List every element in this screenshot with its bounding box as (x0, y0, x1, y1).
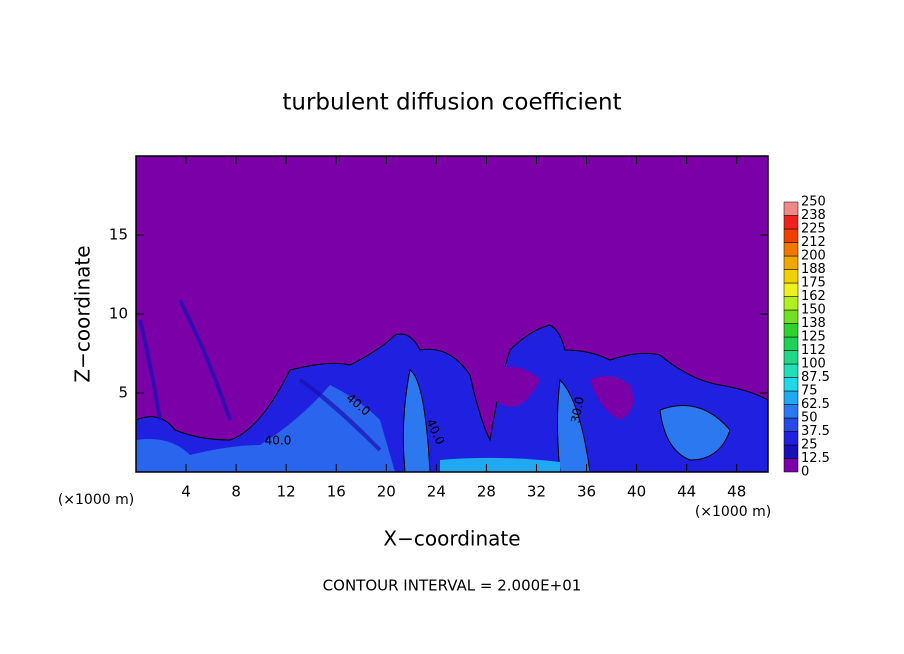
contour-label: 30.0 (568, 396, 586, 425)
colorbar-label: 188 (801, 262, 826, 277)
x-tick-label: 16 (327, 483, 346, 501)
colorbar-segment (783, 296, 799, 311)
x-tick-label: 44 (677, 483, 696, 501)
colorbar-label: 175 (801, 276, 826, 291)
colorbar-segment (783, 350, 799, 365)
x-tick-label: 24 (427, 483, 446, 501)
colorbar-segment (783, 282, 799, 297)
x-tick-label: 36 (577, 483, 596, 501)
colorbar-segment (783, 417, 799, 432)
colorbar-segment (783, 390, 799, 405)
x-axis-label: X−coordinate (383, 527, 520, 551)
colorbar-label: 100 (801, 357, 826, 372)
colorbar-label: 250 (801, 195, 826, 210)
colorbar-segment (783, 228, 799, 243)
colorbar-segment (783, 336, 799, 351)
x-tick-label: 8 (231, 483, 241, 501)
colorbar-label: 12.5 (801, 451, 830, 466)
colorbar-segment (783, 215, 799, 230)
x-tick-label: 20 (377, 483, 396, 501)
x-unit-right: (×1000 m) (695, 504, 771, 520)
colorbar-segment (783, 255, 799, 270)
colorbar-segment (783, 323, 799, 338)
contour-label: 40.0 (265, 434, 292, 448)
x-tick-label: 48 (727, 483, 746, 501)
colorbar-label: 37.5 (801, 424, 830, 439)
x-tick-label: 12 (277, 483, 296, 501)
colorbar-segment (783, 242, 799, 257)
x-tick-label: 32 (527, 483, 546, 501)
colorbar-label: 75 (801, 384, 818, 399)
y-tick-label: 5 (118, 384, 128, 402)
field (136, 156, 768, 472)
y-axis-label: Z−coordinate (71, 245, 95, 382)
colorbar-label: 0 (801, 465, 809, 480)
y-tick-label: 15 (109, 226, 128, 244)
colorbar-label: 125 (801, 330, 826, 345)
colorbar-label: 62.5 (801, 397, 830, 412)
chart-title: turbulent diffusion coefficient (282, 90, 621, 116)
colorbar-segment (783, 458, 799, 473)
x-unit-left: (×1000 m) (58, 492, 134, 508)
colorbar-label: 50 (801, 411, 818, 426)
footnote: CONTOUR INTERVAL = 2.000E+01 (323, 577, 582, 595)
colorbar-segment (783, 377, 799, 392)
y-tick-label: 10 (109, 305, 128, 323)
colorbar-segment (783, 309, 799, 324)
colorbar-segment (783, 363, 799, 378)
colorbar-label: 112 (801, 343, 826, 358)
colorbar-segment (783, 431, 799, 446)
x-tick-label: 28 (477, 483, 496, 501)
colorbar-label: 138 (801, 316, 826, 331)
colorbar-segment (783, 201, 799, 216)
colorbar-segment (783, 404, 799, 419)
colorbar-label: 87.5 (801, 370, 830, 385)
colorbar-segment (783, 269, 799, 284)
colorbar-label: 200 (801, 249, 826, 264)
colorbar-segment (783, 444, 799, 459)
colorbar-label: 225 (801, 222, 826, 237)
x-tick-label: 40 (627, 483, 646, 501)
x-tick-label: 4 (181, 483, 191, 501)
colorbar-label: 238 (801, 208, 826, 223)
colorbar-label: 212 (801, 235, 826, 250)
colorbar-label: 25 (801, 438, 818, 453)
colorbar-label: 150 (801, 303, 826, 318)
colorbar-label: 162 (801, 289, 826, 304)
